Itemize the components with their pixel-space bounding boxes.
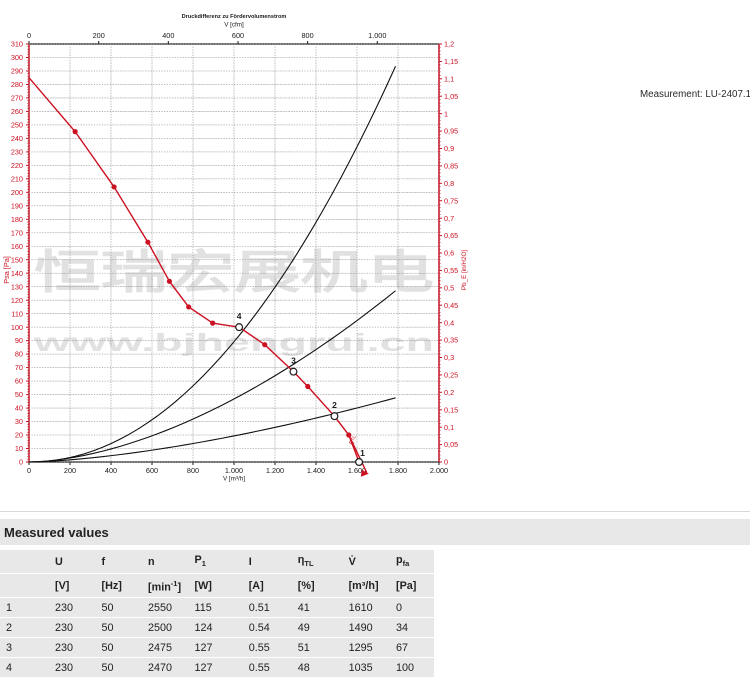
svg-text:230: 230 xyxy=(11,148,23,157)
svg-text:1,2: 1,2 xyxy=(444,40,454,49)
svg-text:600: 600 xyxy=(232,31,244,40)
svg-text:2.000: 2.000 xyxy=(430,466,448,475)
svg-text:0,55: 0,55 xyxy=(444,266,458,275)
svg-text:0,85: 0,85 xyxy=(444,162,458,171)
svg-text:30: 30 xyxy=(15,417,23,426)
svg-text:310: 310 xyxy=(11,40,23,49)
svg-text:160: 160 xyxy=(11,242,23,251)
svg-text:250: 250 xyxy=(11,121,23,130)
svg-text:1.000: 1.000 xyxy=(368,31,386,40)
svg-text:0: 0 xyxy=(27,31,31,40)
svg-text:40: 40 xyxy=(15,404,23,413)
svg-text:0,9: 0,9 xyxy=(444,144,454,153)
svg-text:0: 0 xyxy=(19,458,23,467)
svg-text:1.000: 1.000 xyxy=(225,466,243,475)
svg-text:0,6: 0,6 xyxy=(444,249,454,258)
svg-text:70: 70 xyxy=(15,363,23,372)
svg-text:1: 1 xyxy=(444,109,448,118)
svg-text:180: 180 xyxy=(11,215,23,224)
svg-text:0,7: 0,7 xyxy=(444,214,454,223)
svg-text:0,95: 0,95 xyxy=(444,127,458,136)
svg-text:800: 800 xyxy=(302,31,314,40)
svg-text:140: 140 xyxy=(11,269,23,278)
svg-text:150: 150 xyxy=(11,255,23,264)
svg-text:4: 4 xyxy=(237,311,242,321)
svg-text:400: 400 xyxy=(105,466,117,475)
svg-text:0,1: 0,1 xyxy=(444,423,454,432)
svg-text:0,15: 0,15 xyxy=(444,405,458,414)
svg-text:800: 800 xyxy=(187,466,199,475)
svg-text:0,65: 0,65 xyxy=(444,231,458,240)
svg-text:1.400: 1.400 xyxy=(307,466,325,475)
svg-text:0,5: 0,5 xyxy=(444,283,454,292)
svg-text:0,75: 0,75 xyxy=(444,196,458,205)
svg-text:80: 80 xyxy=(15,350,23,359)
svg-text:恒瑞宏展机电: 恒瑞宏展机电 xyxy=(34,246,434,298)
svg-text:1,05: 1,05 xyxy=(444,92,458,101)
svg-text:1,15: 1,15 xyxy=(444,57,458,66)
svg-text:V [cfm]: V [cfm] xyxy=(224,22,244,29)
svg-text:280: 280 xyxy=(11,80,23,89)
svg-text:120: 120 xyxy=(11,296,23,305)
svg-text:0,25: 0,25 xyxy=(444,371,458,380)
svg-text:210: 210 xyxy=(11,174,23,183)
svg-text:V [m³/h]: V [m³/h] xyxy=(223,476,245,483)
svg-text:1.200: 1.200 xyxy=(266,466,284,475)
svg-text:290: 290 xyxy=(11,67,23,76)
svg-text:200: 200 xyxy=(64,466,76,475)
svg-text:0: 0 xyxy=(27,466,31,475)
svg-text:260: 260 xyxy=(11,107,23,116)
svg-text:20: 20 xyxy=(15,431,23,440)
svg-text:0,2: 0,2 xyxy=(444,388,454,397)
svg-text:110: 110 xyxy=(11,309,23,318)
svg-text:220: 220 xyxy=(11,161,23,170)
svg-text:1.800: 1.800 xyxy=(389,466,407,475)
svg-text:2: 2 xyxy=(332,400,337,410)
svg-text:90: 90 xyxy=(15,336,23,345)
svg-text:190: 190 xyxy=(11,201,23,210)
svg-text:300: 300 xyxy=(11,53,23,62)
svg-text:170: 170 xyxy=(11,228,23,237)
svg-text:400: 400 xyxy=(162,31,174,40)
svg-text:Psa [Pa]: Psa [Pa] xyxy=(2,256,11,284)
svg-text:1: 1 xyxy=(360,448,365,458)
svg-text:130: 130 xyxy=(11,282,23,291)
svg-text:0,05: 0,05 xyxy=(444,440,458,449)
svg-text:10: 10 xyxy=(15,444,23,453)
svg-text:0,45: 0,45 xyxy=(444,301,458,310)
svg-text:0,35: 0,35 xyxy=(444,336,458,345)
svg-text:3: 3 xyxy=(291,356,296,366)
svg-text:60: 60 xyxy=(15,377,23,386)
svg-text:240: 240 xyxy=(11,134,23,143)
svg-text:Pb_E [in/H2O]: Pb_E [in/H2O] xyxy=(461,250,468,291)
svg-text:270: 270 xyxy=(11,94,23,103)
svg-text:200: 200 xyxy=(11,188,23,197)
svg-text:600: 600 xyxy=(146,466,158,475)
svg-text:0,3: 0,3 xyxy=(444,353,454,362)
svg-text:0,4: 0,4 xyxy=(444,318,454,327)
svg-text:Druckdifferenz zu Fördervolume: Druckdifferenz zu Fördervolumenstrom xyxy=(182,14,287,20)
svg-text:100: 100 xyxy=(11,323,23,332)
svg-text:50: 50 xyxy=(15,390,23,399)
svg-text:0,8: 0,8 xyxy=(444,179,454,188)
svg-text:1,1: 1,1 xyxy=(444,74,454,83)
svg-text:200: 200 xyxy=(93,31,105,40)
